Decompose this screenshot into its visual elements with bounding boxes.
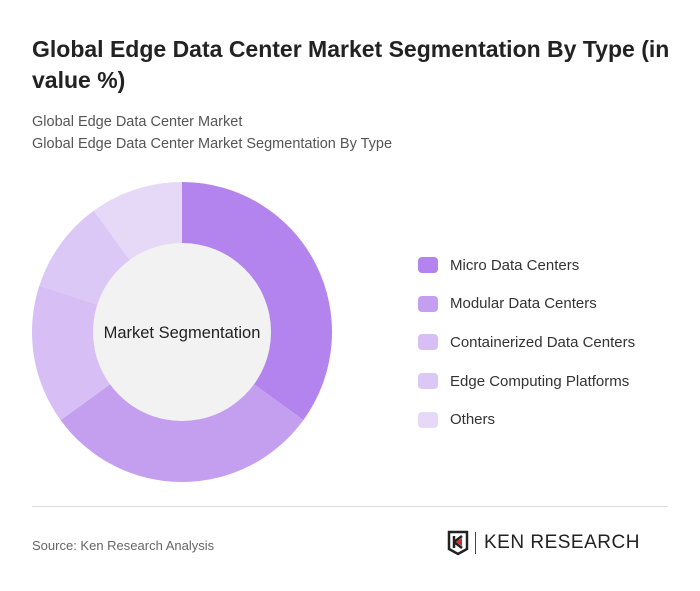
center-label: Market Segmentation	[104, 324, 261, 342]
legend-label: Modular Data Centers	[450, 295, 597, 313]
subtitle-market: Global Edge Data Center Market	[32, 114, 243, 130]
legend-label: Edge Computing Platforms	[450, 372, 630, 390]
legend-item[interactable]: Edge Computing Platforms	[418, 362, 635, 401]
donut-center	[93, 243, 271, 421]
legend-swatch	[418, 257, 438, 274]
legend-label: Containerized Data Centers	[450, 333, 636, 351]
source-note: Source: Ken Research Analysis	[32, 538, 215, 553]
logo-text: KEN RESEARCH	[484, 532, 640, 553]
legend-swatch	[418, 295, 438, 312]
divider	[32, 506, 668, 507]
legend-item[interactable]: Others	[418, 400, 635, 439]
legend-swatch	[418, 373, 438, 390]
legend: Micro Data Centers Modular Data Centers Co…	[418, 246, 635, 439]
legend-swatch	[418, 334, 438, 351]
legend-item[interactable]: Containerized Data Centers	[418, 323, 635, 362]
logo-shield-icon	[447, 530, 469, 556]
legend-item[interactable]: Micro Data Centers	[418, 246, 635, 285]
chart-title: Global Edge Data Center Market Segmentat…	[32, 36, 670, 93]
ken-research-logo: KEN RESEARCH	[447, 530, 640, 556]
legend-label: Micro Data Centers	[450, 256, 580, 274]
legend-swatch	[418, 411, 438, 428]
subtitle-segmentation: Global Edge Data Center Market Segmentat…	[32, 136, 393, 152]
legend-label: Others	[450, 411, 496, 429]
legend-item[interactable]: Modular Data Centers	[418, 285, 635, 324]
